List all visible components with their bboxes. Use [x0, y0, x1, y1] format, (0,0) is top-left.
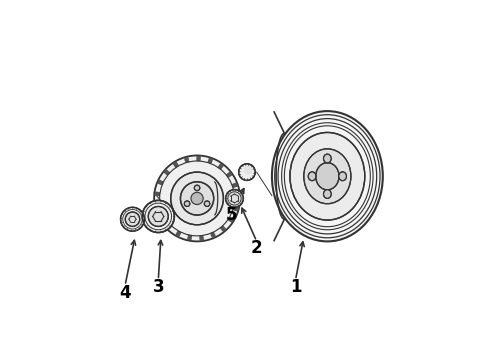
Polygon shape: [156, 204, 160, 208]
Ellipse shape: [316, 163, 339, 190]
Ellipse shape: [339, 172, 346, 181]
Circle shape: [225, 190, 244, 207]
Polygon shape: [200, 236, 203, 240]
Circle shape: [239, 164, 255, 180]
Polygon shape: [235, 195, 239, 198]
Text: 5: 5: [226, 206, 238, 224]
Text: 1: 1: [290, 278, 301, 296]
Polygon shape: [219, 164, 223, 169]
Ellipse shape: [323, 154, 331, 163]
Polygon shape: [164, 170, 169, 175]
Ellipse shape: [323, 190, 331, 198]
Circle shape: [154, 156, 240, 242]
Circle shape: [180, 182, 214, 215]
Circle shape: [148, 207, 168, 226]
Circle shape: [142, 201, 174, 233]
Polygon shape: [228, 217, 233, 222]
Circle shape: [184, 201, 190, 207]
Polygon shape: [197, 157, 200, 161]
Circle shape: [228, 192, 241, 205]
Polygon shape: [176, 231, 181, 236]
Circle shape: [191, 192, 203, 204]
Polygon shape: [167, 224, 171, 229]
Polygon shape: [173, 162, 178, 167]
Text: 2: 2: [251, 239, 263, 257]
Polygon shape: [227, 172, 232, 177]
Ellipse shape: [308, 172, 316, 181]
Polygon shape: [233, 207, 238, 211]
Polygon shape: [158, 180, 163, 185]
Circle shape: [121, 207, 145, 231]
Polygon shape: [208, 158, 212, 163]
Ellipse shape: [290, 132, 365, 220]
Circle shape: [125, 212, 140, 226]
Polygon shape: [211, 233, 215, 237]
Polygon shape: [155, 192, 160, 195]
Polygon shape: [159, 215, 164, 219]
Ellipse shape: [304, 149, 351, 204]
Text: 4: 4: [119, 284, 131, 302]
Circle shape: [244, 166, 252, 175]
Polygon shape: [185, 158, 189, 162]
Circle shape: [204, 201, 210, 207]
Circle shape: [195, 185, 200, 191]
Polygon shape: [188, 235, 192, 240]
Polygon shape: [221, 226, 225, 231]
Polygon shape: [232, 183, 237, 187]
Circle shape: [171, 172, 223, 225]
Ellipse shape: [272, 111, 383, 242]
Text: 3: 3: [152, 278, 164, 296]
